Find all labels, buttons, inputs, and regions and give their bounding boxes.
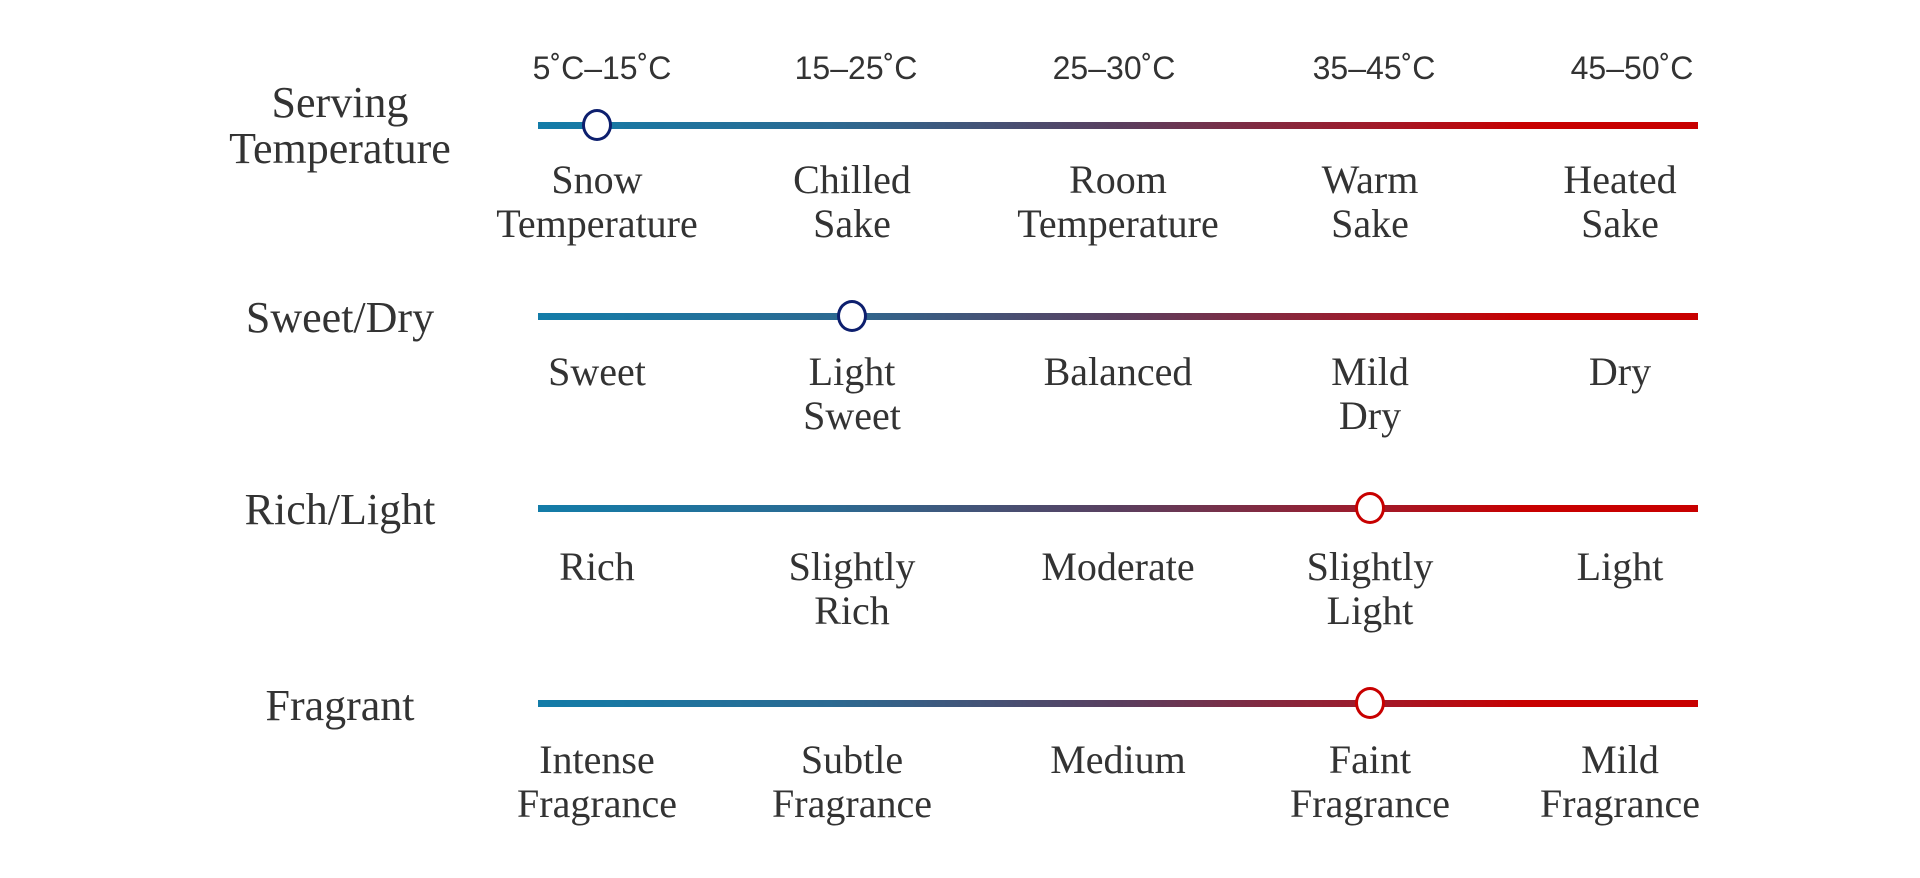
row-title: Sweet/Dry: [245, 293, 435, 342]
row-title: Rich/Light: [244, 485, 436, 534]
scale-track: [538, 505, 1698, 512]
category-label: Slightly Rich: [788, 544, 916, 633]
category-label: Chilled Sake: [793, 157, 911, 246]
category-label: Light: [1576, 544, 1664, 589]
category-label: Snow Temperature: [496, 157, 698, 246]
scale-track: [538, 313, 1698, 320]
scale-marker: [1355, 687, 1385, 719]
temperature-range-label: 15–25˚C: [794, 50, 918, 86]
row-title: Fragrant: [265, 681, 415, 730]
category-label: Warm Sake: [1321, 157, 1419, 246]
category-label: Intense Fragrance: [517, 737, 677, 826]
category-label: Dry: [1588, 349, 1652, 394]
category-label: Slightly Light: [1306, 544, 1434, 633]
category-label: Mild Fragrance: [1540, 737, 1700, 826]
category-label: Subtle Fragrance: [772, 737, 932, 826]
category-label: Rich: [559, 544, 635, 589]
category-label: Sweet: [548, 349, 646, 394]
scale-marker: [582, 109, 612, 141]
temperature-range-label: 35–45˚C: [1312, 50, 1436, 86]
scale-track: [538, 700, 1698, 707]
category-label: Mild Dry: [1331, 349, 1409, 438]
temperature-range-label: 45–50˚C: [1570, 50, 1694, 86]
category-label: Moderate: [1041, 544, 1195, 589]
scale-marker: [1355, 492, 1385, 524]
category-label: Room Temperature: [1017, 157, 1219, 246]
category-label: Balanced: [1043, 349, 1193, 394]
temperature-range-label: 5˚C–15˚C: [532, 50, 672, 86]
scale-marker: [837, 300, 867, 332]
row-title: Serving Temperature: [229, 78, 451, 173]
scale-track: [538, 122, 1698, 129]
category-label: Faint Fragrance: [1290, 737, 1450, 826]
category-label: Heated Sake: [1563, 157, 1677, 246]
temperature-range-label: 25–30˚C: [1052, 50, 1176, 86]
category-label: Light Sweet: [803, 349, 901, 438]
category-label: Medium: [1050, 737, 1186, 782]
